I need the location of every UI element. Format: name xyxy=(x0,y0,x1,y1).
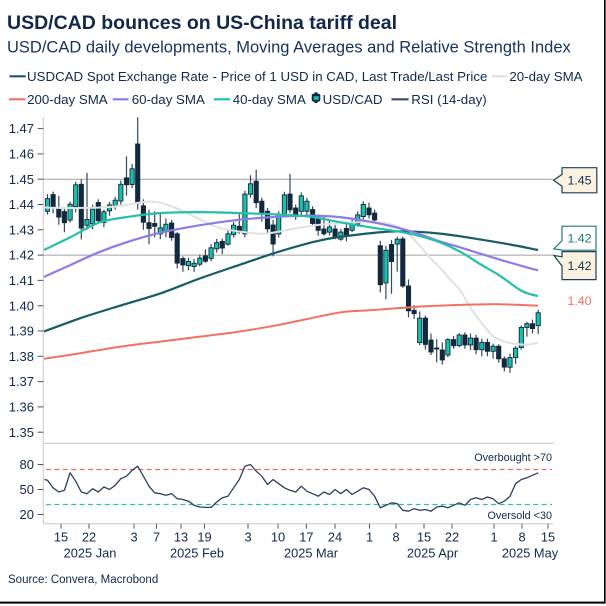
svg-text:1.35: 1.35 xyxy=(9,425,34,440)
svg-text:1.40: 1.40 xyxy=(9,298,34,313)
svg-text:2025 Apr: 2025 Apr xyxy=(407,546,459,561)
svg-text:Source: Convera, Macrobond: Source: Convera, Macrobond xyxy=(8,574,158,586)
svg-text:1.40: 1.40 xyxy=(567,294,591,308)
svg-text:USDCAD Spot Exchange Rate - Pr: USDCAD Spot Exchange Rate - Price of 1 U… xyxy=(27,69,487,84)
svg-text:Oversold <30: Oversold <30 xyxy=(487,510,552,522)
svg-text:1.41: 1.41 xyxy=(9,273,34,288)
svg-text:17: 17 xyxy=(299,530,313,545)
svg-text:1.37: 1.37 xyxy=(9,374,34,389)
svg-text:8: 8 xyxy=(392,530,399,545)
svg-text:20: 20 xyxy=(20,507,34,522)
svg-text:20-day SMA: 20-day SMA xyxy=(509,69,582,84)
svg-text:Overbought >70: Overbought >70 xyxy=(474,452,552,464)
svg-text:15: 15 xyxy=(54,530,68,545)
svg-text:13: 13 xyxy=(174,530,188,545)
svg-text:2025 Mar: 2025 Mar xyxy=(284,546,339,561)
svg-text:22: 22 xyxy=(82,530,96,545)
svg-text:1.44: 1.44 xyxy=(9,197,34,212)
svg-text:2025 Jan: 2025 Jan xyxy=(64,546,117,561)
svg-text:10: 10 xyxy=(271,530,285,545)
svg-text:200-day SMA: 200-day SMA xyxy=(27,92,108,107)
svg-text:7: 7 xyxy=(153,530,160,545)
svg-text:1.46: 1.46 xyxy=(9,147,34,162)
svg-text:1.47: 1.47 xyxy=(9,121,34,136)
svg-text:1.45: 1.45 xyxy=(9,172,34,187)
svg-text:22: 22 xyxy=(445,530,459,545)
svg-text:1: 1 xyxy=(366,530,373,545)
svg-text:80: 80 xyxy=(20,457,34,472)
svg-text:1.43: 1.43 xyxy=(9,222,34,237)
svg-text:2025 May: 2025 May xyxy=(502,546,559,561)
svg-text:3: 3 xyxy=(130,530,137,545)
svg-text:8: 8 xyxy=(518,530,525,545)
svg-text:1: 1 xyxy=(490,530,497,545)
svg-text:1.36: 1.36 xyxy=(9,400,34,415)
svg-text:50: 50 xyxy=(20,482,34,497)
svg-text:USD/CAD: USD/CAD xyxy=(323,92,383,107)
svg-text:USD/CAD daily developments, Mo: USD/CAD daily developments, Moving Avera… xyxy=(7,39,571,57)
svg-text:USD/CAD bounces on US-China ta: USD/CAD bounces on US-China tariff deal xyxy=(7,12,397,34)
svg-text:2025 Feb: 2025 Feb xyxy=(170,546,224,561)
svg-text:1.42: 1.42 xyxy=(567,232,591,246)
svg-text:40-day SMA: 40-day SMA xyxy=(233,92,306,107)
svg-text:3: 3 xyxy=(244,530,251,545)
svg-text:1.42: 1.42 xyxy=(567,259,591,273)
svg-text:1.45: 1.45 xyxy=(567,173,591,187)
svg-text:15: 15 xyxy=(541,530,555,545)
svg-text:24: 24 xyxy=(328,530,342,545)
svg-text:RSI (14-day): RSI (14-day) xyxy=(411,92,486,107)
svg-text:60-day SMA: 60-day SMA xyxy=(132,92,205,107)
svg-text:19: 19 xyxy=(197,530,211,545)
svg-text:1.42: 1.42 xyxy=(9,248,34,263)
svg-text:15: 15 xyxy=(417,530,431,545)
svg-text:1.39: 1.39 xyxy=(9,324,34,339)
svg-text:1.38: 1.38 xyxy=(9,349,34,364)
